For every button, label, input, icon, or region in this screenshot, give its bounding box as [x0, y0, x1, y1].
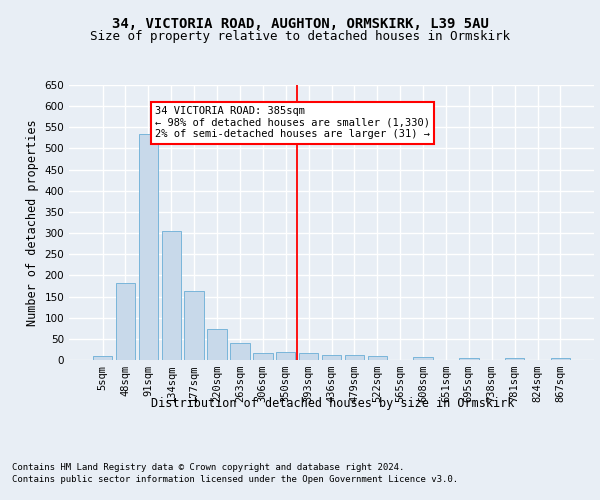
- Bar: [253, 353, 272, 360]
- Bar: [459, 358, 479, 360]
- Bar: [93, 356, 112, 360]
- Bar: [139, 134, 158, 360]
- Y-axis label: Number of detached properties: Number of detached properties: [26, 119, 39, 326]
- Bar: [505, 358, 524, 360]
- Bar: [276, 352, 295, 360]
- Text: 34, VICTORIA ROAD, AUGHTON, ORMSKIRK, L39 5AU: 34, VICTORIA ROAD, AUGHTON, ORMSKIRK, L3…: [112, 18, 488, 32]
- Bar: [208, 328, 227, 360]
- Text: Distribution of detached houses by size in Ormskirk: Distribution of detached houses by size …: [151, 398, 515, 410]
- Bar: [230, 342, 250, 360]
- Bar: [161, 232, 181, 360]
- Text: Contains HM Land Registry data © Crown copyright and database right 2024.: Contains HM Land Registry data © Crown c…: [12, 462, 404, 471]
- Text: Contains public sector information licensed under the Open Government Licence v3: Contains public sector information licen…: [12, 475, 458, 484]
- Bar: [116, 282, 135, 360]
- Text: Size of property relative to detached houses in Ormskirk: Size of property relative to detached ho…: [90, 30, 510, 43]
- Bar: [551, 358, 570, 360]
- Bar: [413, 357, 433, 360]
- Bar: [344, 356, 364, 360]
- Bar: [184, 291, 204, 360]
- Text: 34 VICTORIA ROAD: 385sqm
← 98% of detached houses are smaller (1,330)
2% of semi: 34 VICTORIA ROAD: 385sqm ← 98% of detach…: [155, 106, 430, 140]
- Bar: [299, 353, 319, 360]
- Bar: [368, 356, 387, 360]
- Bar: [322, 355, 341, 360]
